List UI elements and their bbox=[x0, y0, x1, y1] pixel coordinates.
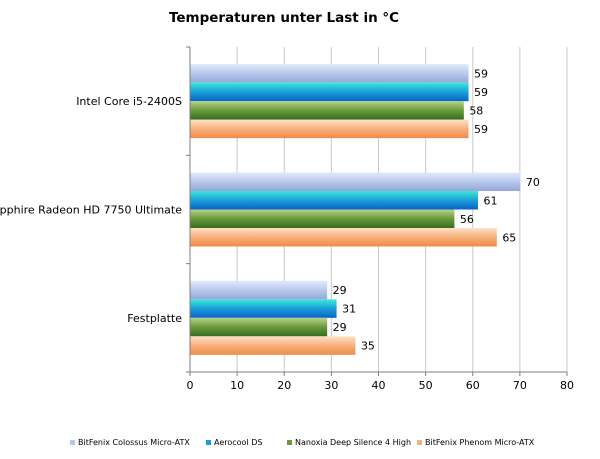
data-label: 59 bbox=[474, 86, 488, 99]
category-label: Sapphire Radeon HD 7750 Ultimate bbox=[0, 204, 182, 217]
data-label: 59 bbox=[474, 67, 488, 80]
category-label: Intel Core i5-2400S bbox=[76, 95, 182, 108]
legend-label: BitFenix Colossus Micro-ATX bbox=[78, 438, 190, 447]
legend-swatch bbox=[70, 440, 75, 445]
x-tick-label: 60 bbox=[466, 379, 480, 392]
data-label: 65 bbox=[502, 231, 516, 244]
x-tick-label: 70 bbox=[513, 379, 527, 392]
chart-title: Temperaturen unter Last in °C bbox=[169, 10, 399, 26]
data-label: 35 bbox=[361, 340, 375, 353]
x-tick-label: 20 bbox=[277, 379, 291, 392]
bars bbox=[190, 64, 521, 355]
data-label: 58 bbox=[469, 104, 483, 117]
data-label: 29 bbox=[333, 284, 347, 297]
data-labels: 59 59 58 59 70 61 56 65 29 31 29 35 bbox=[333, 67, 540, 352]
x-tick-label: 40 bbox=[372, 379, 386, 392]
data-label: 56 bbox=[460, 213, 474, 226]
bar bbox=[190, 64, 469, 83]
data-label: 70 bbox=[526, 176, 540, 189]
bar bbox=[190, 191, 478, 210]
bar bbox=[190, 209, 455, 228]
x-tick-label: 10 bbox=[230, 379, 244, 392]
data-label: 59 bbox=[474, 123, 488, 136]
category-label: Festplatte bbox=[127, 312, 182, 325]
x-tick-label: 30 bbox=[324, 379, 338, 392]
x-tick-label: 0 bbox=[187, 379, 194, 392]
bar bbox=[190, 299, 337, 318]
data-label: 31 bbox=[342, 303, 356, 316]
bar bbox=[190, 119, 469, 139]
bar bbox=[190, 172, 521, 191]
x-tick-label: 80 bbox=[560, 379, 574, 392]
bar bbox=[190, 280, 328, 300]
legend-swatch bbox=[287, 440, 292, 445]
legend-swatch bbox=[206, 440, 211, 445]
data-label: 29 bbox=[333, 321, 347, 334]
legend-label: Nanoxia Deep Silence 4 High bbox=[295, 438, 411, 447]
legend-label: Aerocool DS bbox=[214, 438, 262, 447]
bar bbox=[190, 317, 328, 337]
bar bbox=[190, 336, 356, 355]
axes: 0 10 20 30 40 50 60 70 80 Intel Core i5-2400S Sapp… bbox=[0, 46, 574, 392]
legend-swatch bbox=[417, 440, 422, 445]
bar bbox=[190, 228, 497, 247]
x-tick-label: 50 bbox=[419, 379, 433, 392]
bar bbox=[190, 82, 469, 102]
legend: BitFenix Colossus Micro-ATX Aerocool DS Na… bbox=[70, 438, 535, 447]
bar bbox=[190, 101, 464, 120]
legend-label: BitFenix Phenom Micro-ATX bbox=[425, 438, 535, 447]
data-label: 61 bbox=[483, 194, 497, 207]
